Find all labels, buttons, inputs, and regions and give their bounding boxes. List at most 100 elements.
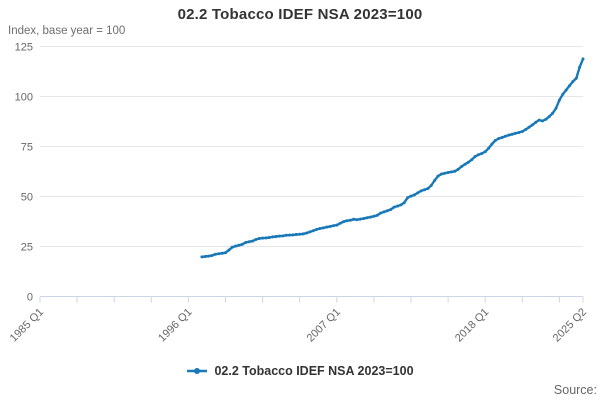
data-point <box>227 248 231 252</box>
data-point <box>352 217 356 221</box>
chart-title: 02.2 Tobacco IDEF NSA 2023=100 <box>177 6 423 23</box>
legend-line-marker-icon <box>187 368 208 374</box>
data-point <box>264 236 268 240</box>
data-point <box>493 139 497 142</box>
data-point <box>311 229 315 233</box>
data-point <box>230 245 234 249</box>
data-point <box>207 254 211 258</box>
data-point <box>234 244 238 248</box>
data-point <box>321 226 325 230</box>
data-point <box>247 240 251 244</box>
data-point <box>527 125 531 129</box>
data-point <box>284 233 288 237</box>
data-point <box>217 252 221 256</box>
chart-subtitle: Index, base year = 100 <box>8 25 126 37</box>
data-point <box>406 196 410 200</box>
legend-label: 02.2 Tobacco IDEF NSA 2023=100 <box>214 364 414 378</box>
data-point <box>213 252 217 256</box>
data-point <box>210 254 214 257</box>
data-point <box>530 123 534 127</box>
data-point <box>517 131 521 134</box>
data-point <box>483 150 487 154</box>
data-point <box>200 255 204 259</box>
data-point <box>419 189 423 193</box>
data-point <box>379 211 383 215</box>
data-point <box>520 130 524 133</box>
data-point <box>426 187 430 190</box>
data-point <box>470 158 474 162</box>
data-point <box>439 172 443 176</box>
x-tick-label: 2018 Q1 <box>453 306 491 344</box>
x-tick-label: 2007 Q1 <box>305 306 343 344</box>
data-point <box>318 227 322 230</box>
data-point <box>389 208 393 211</box>
data-point <box>416 191 420 195</box>
data-point <box>581 57 585 61</box>
data-point <box>315 228 319 231</box>
data-point <box>257 237 261 240</box>
data-point <box>251 239 254 243</box>
data-point <box>433 179 437 182</box>
y-tick-label: 25 <box>21 242 33 254</box>
data-point <box>574 76 578 80</box>
data-point <box>578 65 582 69</box>
data-point <box>571 80 575 83</box>
x-tick-label: 1985 Q1 <box>8 306 46 344</box>
data-point <box>385 209 389 213</box>
y-tick-label: 0 <box>27 292 33 304</box>
data-point <box>372 214 376 218</box>
data-point <box>544 117 548 121</box>
data-point <box>274 235 278 238</box>
data-point <box>446 171 450 174</box>
data-point <box>301 232 305 236</box>
data-point <box>240 242 244 246</box>
data-point <box>261 236 265 240</box>
data-point <box>423 188 426 192</box>
data-point <box>338 221 342 225</box>
data-point <box>541 119 544 123</box>
data-point <box>288 233 292 237</box>
data-point <box>294 233 298 236</box>
data-point <box>514 131 517 135</box>
data-point <box>537 118 541 122</box>
data-point <box>450 170 453 174</box>
data-point <box>244 241 248 244</box>
data-point <box>568 84 571 88</box>
data-point <box>278 234 281 238</box>
data-point <box>203 255 207 258</box>
x-tick-label: 1996 Q1 <box>156 306 194 344</box>
data-point <box>500 136 504 139</box>
data-point <box>291 233 295 237</box>
y-tick-label: 50 <box>21 192 33 204</box>
data-point <box>396 204 399 208</box>
y-tick-label: 75 <box>21 142 33 154</box>
data-point <box>466 160 470 164</box>
data-point <box>281 234 285 238</box>
legend-item[interactable]: 02.2 Tobacco IDEF NSA 2023=100 <box>0 364 600 378</box>
data-point <box>298 232 302 236</box>
data-point <box>308 230 312 234</box>
data-point <box>557 98 561 102</box>
data-point <box>510 132 514 136</box>
data-point <box>335 223 339 227</box>
data-point <box>392 205 396 209</box>
data-point <box>402 201 406 205</box>
data-point <box>362 217 366 220</box>
data-point <box>220 251 224 255</box>
data-point <box>524 128 528 131</box>
data-point <box>267 236 271 239</box>
data-point <box>348 218 352 222</box>
data-point <box>304 231 308 235</box>
data-point <box>325 225 329 229</box>
data-point <box>328 225 332 228</box>
data-point <box>551 111 555 115</box>
data-point <box>271 235 275 239</box>
data-point <box>254 238 258 241</box>
data-point <box>487 146 491 150</box>
data-point <box>456 167 460 171</box>
data-point <box>399 203 403 207</box>
data-point <box>382 210 386 214</box>
data-point <box>547 115 551 118</box>
data-point <box>369 215 372 219</box>
data-point <box>429 184 433 187</box>
